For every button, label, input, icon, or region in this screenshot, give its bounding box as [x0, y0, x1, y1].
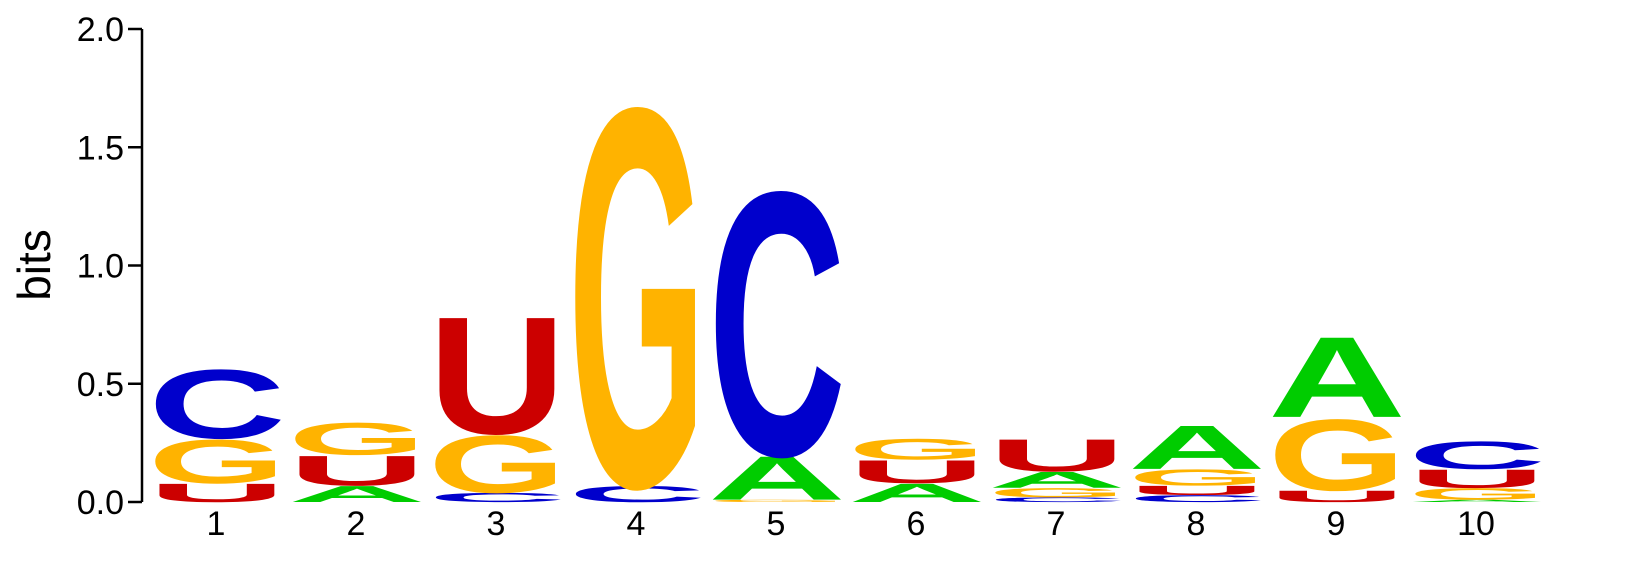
x-tick-label: 5 [767, 505, 786, 543]
logo-column-6: AUG [848, 433, 986, 508]
logo-letter-A: A [708, 443, 846, 513]
logo-letter-U: U [288, 447, 426, 494]
logo-column-5: GAC [708, 114, 846, 535]
logo-letter-G: G [288, 414, 426, 465]
logo-letter-A: A [1408, 499, 1546, 503]
logo-letter-U: U [988, 430, 1126, 481]
y-tick-label: 2.0 [77, 11, 124, 49]
x-axis: 1 2 3 4 5 6 7 8 9 10 [207, 505, 1495, 543]
x-tick-label: 7 [1047, 505, 1066, 543]
logo-letter-C: C [148, 349, 286, 459]
logo-column-2: AUG [288, 414, 426, 507]
logo-letter-A: A [288, 481, 426, 507]
x-tick-label: 10 [1457, 505, 1495, 543]
logo-column-3: CGU [428, 282, 566, 510]
y-tick-label: 1.5 [77, 129, 124, 167]
logo-letter-C: C [708, 114, 846, 535]
y-tick-label: 1.0 [77, 248, 124, 286]
y-tick-label: 0.5 [77, 366, 124, 404]
logo-letter-U: U [1128, 483, 1266, 498]
logo-letter-C: C [988, 496, 1126, 503]
x-tick-label: 1 [207, 505, 226, 543]
logo-letter-G: G [1128, 465, 1266, 491]
logo-letter-A: A [848, 478, 986, 507]
x-tick-label: 2 [347, 505, 366, 543]
logo-letter-G: G [988, 485, 1126, 500]
logo-letter-U: U [848, 454, 986, 491]
x-tick-label: 9 [1327, 505, 1346, 543]
logo-letter-G: G [1408, 485, 1546, 503]
logo-letter-G: G [428, 419, 566, 510]
logo-letter-G: G [148, 427, 286, 496]
x-tick-label: 3 [487, 505, 506, 543]
y-axis: 0.0 0.5 1.0 1.5 2.0 [77, 11, 144, 522]
logo-letter-G: G [568, 0, 706, 565]
logo-letter-U: U [1268, 487, 1406, 505]
logo-column-4: CG [568, 0, 706, 565]
logo-letter-A: A [1268, 313, 1406, 441]
logo-letter-A: A [988, 467, 1126, 493]
x-tick-label: 6 [907, 505, 926, 543]
logo-letter-A: A [1128, 413, 1266, 483]
logo-letter-G: G [848, 433, 986, 466]
logo-column-9: UGA [1268, 313, 1406, 512]
y-axis-label: bits [8, 229, 60, 301]
logo-letter-C: C [1128, 493, 1266, 504]
logo-letter-C: C [428, 490, 566, 505]
logo-letter-C: C [1408, 433, 1546, 477]
y-tick-label: 0.0 [77, 484, 124, 522]
logo-letter-U: U [428, 282, 566, 469]
logo-column-1: UGC [148, 349, 286, 507]
logo-letter-U: U [1408, 464, 1546, 493]
x-tick-label: 4 [627, 505, 646, 543]
logo-letter-G: G [1268, 398, 1406, 512]
x-tick-label: 8 [1187, 505, 1206, 543]
logo-letter-U: U [148, 478, 286, 507]
logo-letter-C: C [568, 481, 706, 507]
logo-letter-G: G [708, 499, 846, 503]
